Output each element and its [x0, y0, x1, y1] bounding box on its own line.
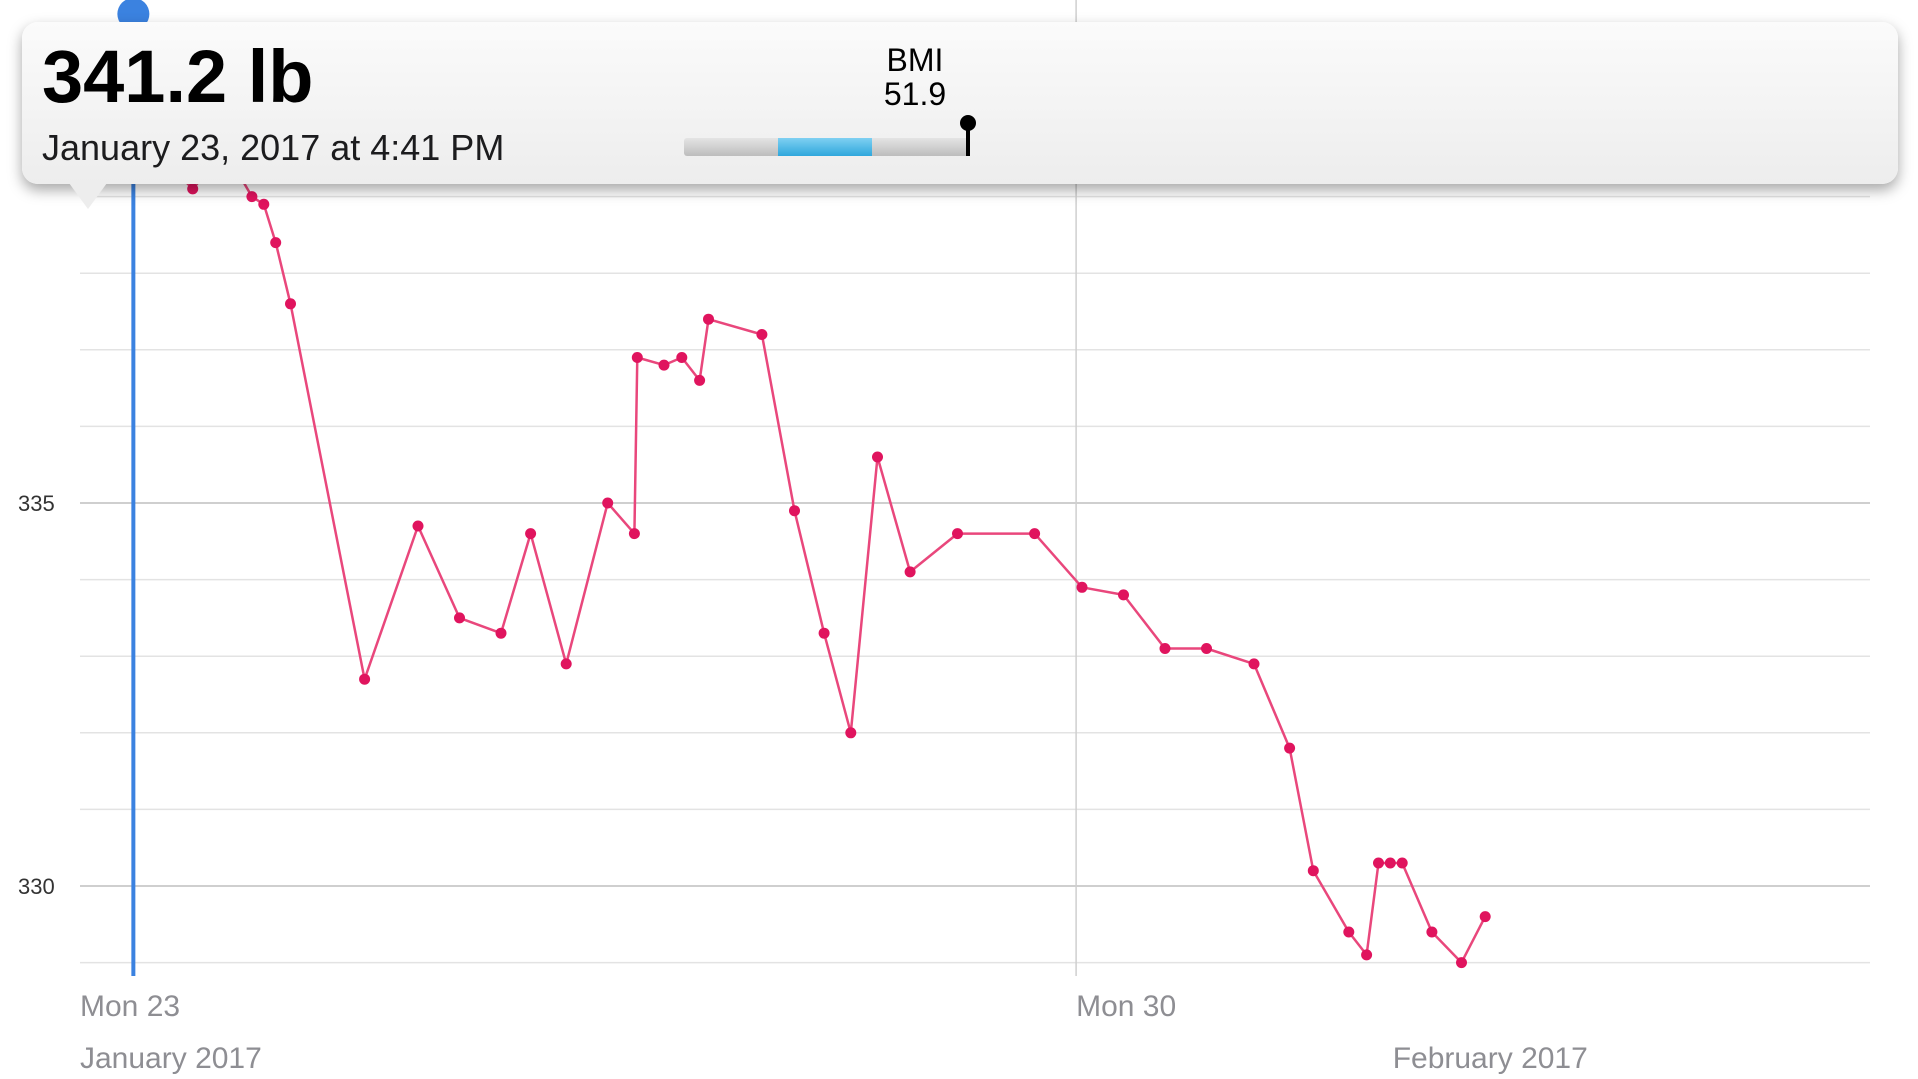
tooltip-date: January 23, 2017 at 4:41 PM [42, 127, 505, 168]
weight-data-point[interactable] [1396, 857, 1408, 869]
bmi-marker-stem [966, 124, 970, 156]
x-tick-label: Mon 23 [80, 990, 180, 1023]
weight-data-point[interactable] [258, 198, 270, 210]
weight-data-point[interactable] [628, 528, 640, 540]
weight-data-point[interactable] [676, 352, 688, 363]
y-tick-label: 335 [18, 491, 55, 516]
weight-data-point[interactable] [694, 374, 706, 386]
bmi-marker-dot [960, 115, 976, 131]
bmi-value: 51.9 [883, 76, 947, 112]
weight-data-point[interactable] [1284, 742, 1296, 754]
weight-data-point[interactable] [412, 520, 424, 532]
weight-data-point[interactable] [1029, 528, 1041, 540]
weight-data-point[interactable] [454, 612, 465, 624]
tooltip-weight-value: 341.2 lb [42, 35, 314, 118]
weight-data-point[interactable] [560, 658, 572, 670]
tooltip-pointer [69, 183, 107, 209]
weight-data-point[interactable] [1343, 926, 1355, 938]
weight-series-line [132, 27, 1487, 964]
weight-data-point[interactable] [1201, 643, 1212, 654]
weight-data-point[interactable] [756, 329, 768, 340]
weight-data-point[interactable] [1248, 658, 1260, 670]
weight-data-point[interactable] [952, 528, 963, 540]
weight-data-point[interactable] [658, 359, 670, 371]
bmi-scale-bar [684, 138, 970, 156]
weight-data-point[interactable] [631, 352, 643, 363]
y-tick-label: 330 [18, 874, 55, 899]
weight-data-point[interactable] [789, 505, 800, 517]
weight-data-point[interactable] [1479, 911, 1491, 923]
weight-data-point[interactable] [495, 627, 507, 639]
weight-data-point[interactable] [285, 298, 296, 310]
weight-data-point[interactable] [1373, 857, 1384, 869]
bmi-normal-range-segment [778, 138, 872, 156]
weight-data-point[interactable] [1426, 926, 1438, 938]
weight-data-point[interactable] [187, 183, 199, 195]
weight-data-point[interactable] [818, 627, 830, 639]
weight-data-point[interactable] [1361, 949, 1373, 961]
measurement-tooltip [22, 22, 1898, 184]
x-tick-label: Mon 30 [1076, 990, 1176, 1023]
weight-data-point[interactable] [1118, 589, 1129, 601]
x-tick-month-label: January 2017 [80, 1042, 262, 1075]
weight-data-point[interactable] [872, 451, 883, 463]
weight-data-point[interactable] [904, 566, 916, 578]
weight-data-point[interactable] [845, 727, 857, 739]
weight-data-point[interactable] [1456, 957, 1467, 969]
weight-data-point[interactable] [1307, 865, 1319, 877]
x-axis-tick-labels: Mon 23 January 2017 Mon 30 February 2017 [80, 990, 1588, 1075]
weight-data-point[interactable] [602, 497, 614, 509]
y-axis-tick-labels: 330 335 [18, 491, 55, 899]
x-tick-month-label: February 2017 [1393, 1042, 1588, 1075]
weight-data-point[interactable] [246, 191, 258, 203]
weight-data-point[interactable] [1076, 581, 1088, 593]
weight-data-point[interactable] [703, 313, 714, 325]
bmi-label: BMI [886, 42, 944, 78]
weight-data-point[interactable] [359, 673, 371, 685]
weight-data-point[interactable] [1384, 857, 1396, 869]
weight-data-point[interactable] [270, 237, 282, 249]
weight-data-point[interactable] [1159, 643, 1171, 654]
weight-data-point[interactable] [525, 528, 537, 540]
